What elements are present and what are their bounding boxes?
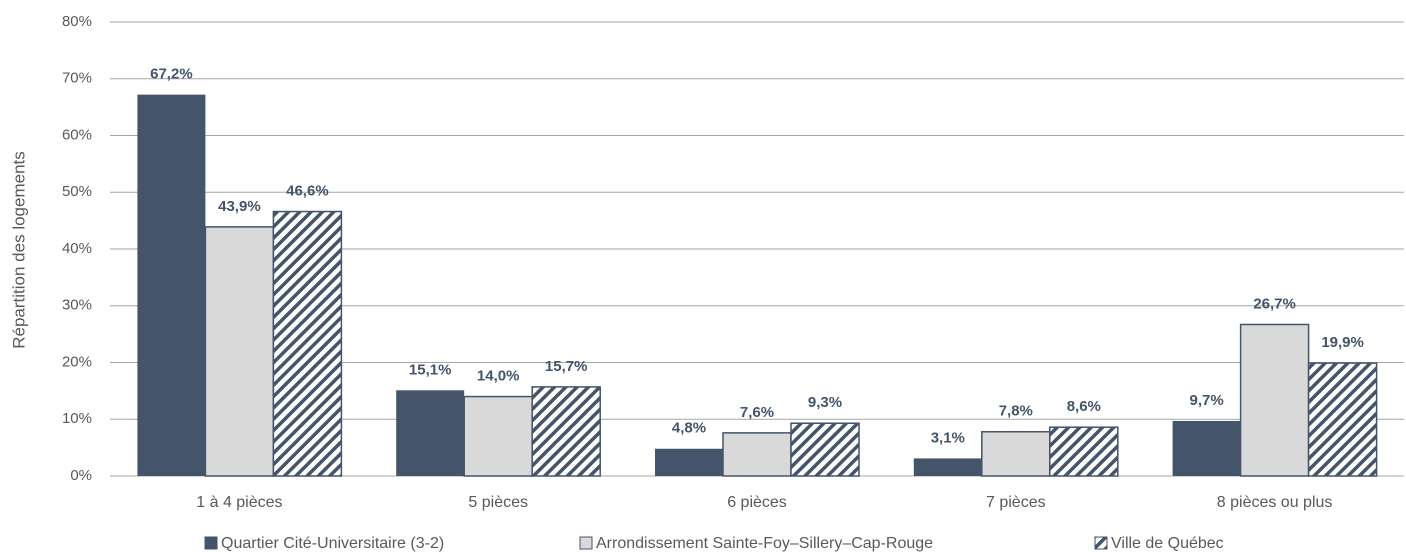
y-tick-label: 0%	[70, 467, 92, 484]
y-tick-label: 10%	[62, 410, 92, 427]
value-label: 7,6%	[740, 404, 774, 421]
value-label: 14,0%	[477, 368, 520, 385]
legend-label: Arrondissement Sainte-Foy–Sillery–Cap-Ro…	[596, 535, 933, 552]
value-label: 8,6%	[1067, 398, 1101, 415]
value-label: 9,7%	[1189, 392, 1223, 409]
value-label: 15,7%	[545, 358, 588, 375]
bar	[981, 430, 1051, 477]
value-label: 19,9%	[1321, 334, 1364, 351]
value-label: 4,8%	[672, 420, 706, 437]
legend-swatch	[579, 536, 593, 550]
y-tick-label: 60%	[62, 126, 92, 143]
bar	[1049, 426, 1119, 477]
value-label: 26,7%	[1253, 295, 1296, 312]
value-label: 46,6%	[286, 183, 329, 200]
x-tick-label: 1 à 4 pièces	[196, 494, 282, 511]
bar	[1307, 362, 1378, 477]
y-tick-label: 80%	[62, 13, 92, 30]
bar	[204, 226, 275, 477]
x-tick-label: 5 pièces	[468, 494, 528, 511]
x-tick-label: 6 pièces	[727, 494, 787, 511]
value-label: 7,8%	[999, 403, 1033, 420]
y-tick-label: 20%	[62, 353, 92, 370]
y-tick-label: 40%	[62, 240, 92, 257]
x-tick-label: 7 pièces	[986, 494, 1046, 511]
legend-swatch	[1094, 536, 1108, 550]
bar	[913, 458, 982, 476]
x-tick-label: 8 pièces ou plus	[1217, 494, 1333, 511]
bar	[1239, 323, 1310, 477]
bar	[1172, 420, 1241, 476]
legend-label: Quartier Cité-Universitaire (3-2)	[221, 535, 444, 552]
y-tick-label: 30%	[62, 297, 92, 314]
value-label: 43,9%	[218, 198, 261, 215]
value-label: 9,3%	[808, 394, 842, 411]
bar	[463, 395, 533, 477]
value-label: 67,2%	[150, 66, 193, 83]
y-tick-label: 70%	[62, 70, 92, 87]
bar	[272, 210, 343, 477]
bar	[655, 448, 723, 476]
bar	[137, 94, 206, 476]
bar	[722, 432, 792, 477]
value-label: 3,1%	[931, 429, 965, 446]
bar	[396, 390, 465, 476]
y-tick-label: 50%	[62, 183, 92, 200]
legend-swatch	[204, 536, 218, 550]
legend-label: Ville de Québec	[1111, 535, 1224, 552]
value-label: 15,1%	[409, 361, 452, 378]
bar	[531, 386, 601, 477]
y-axis-label: Répartition des logements	[9, 151, 28, 349]
bar	[790, 422, 860, 477]
